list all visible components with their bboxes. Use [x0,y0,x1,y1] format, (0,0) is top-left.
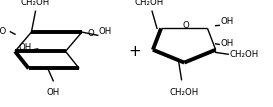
Text: +: + [129,44,141,59]
Text: OH: OH [19,43,32,52]
Text: O: O [87,29,94,38]
Text: HO: HO [0,27,6,36]
Text: CH₂OH: CH₂OH [229,50,259,59]
Text: OH: OH [221,39,234,48]
Text: OH: OH [221,17,234,26]
Text: CH₂OH: CH₂OH [135,0,164,7]
Text: CH₂OH: CH₂OH [170,88,199,97]
Text: OH: OH [47,88,60,97]
Text: CH₂OH: CH₂OH [21,0,50,7]
Text: OH: OH [99,27,112,36]
Text: O: O [182,21,189,30]
